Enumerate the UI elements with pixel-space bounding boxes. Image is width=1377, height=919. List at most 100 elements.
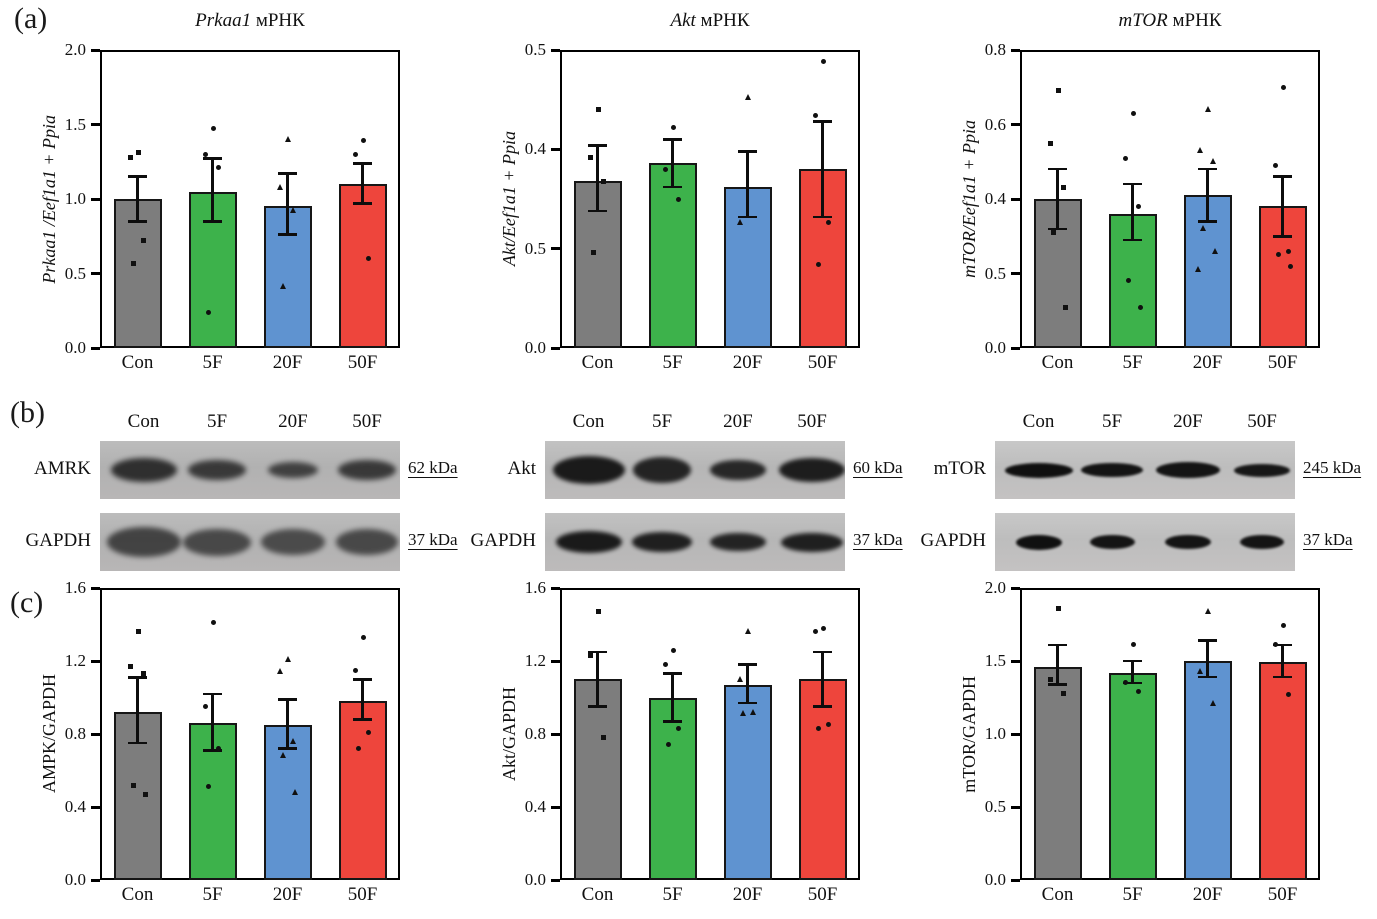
blot-band bbox=[632, 532, 692, 552]
error-bar-cap bbox=[278, 698, 297, 701]
error-bar-cap bbox=[353, 677, 372, 681]
blot-band bbox=[110, 458, 177, 482]
y-tick-label: 0.5 bbox=[64, 263, 86, 283]
error-bar-50f bbox=[821, 651, 824, 707]
y-tick-mark bbox=[91, 659, 100, 663]
y-tick-mark bbox=[1011, 805, 1020, 809]
scatter-point bbox=[353, 151, 358, 157]
x-tick-label-20f: 20F bbox=[272, 352, 303, 373]
scatter-point bbox=[1210, 699, 1216, 706]
chart-title: mTOR мРНК bbox=[1020, 10, 1320, 32]
error-bar-cap bbox=[1198, 639, 1217, 642]
scatter-point bbox=[1205, 607, 1211, 614]
scatter-point bbox=[1048, 140, 1053, 146]
y-tick-mark bbox=[1011, 732, 1020, 736]
bar-5f bbox=[648, 697, 697, 880]
scatter-point bbox=[750, 708, 756, 715]
scatter-point bbox=[290, 207, 296, 214]
error-bar-cap bbox=[1273, 643, 1292, 647]
blot-band bbox=[709, 460, 766, 480]
scatter-point bbox=[1123, 680, 1128, 686]
protein-label-amrk: AMRK bbox=[33, 458, 91, 479]
scatter-point bbox=[671, 124, 676, 130]
scatter-point bbox=[285, 135, 291, 142]
scatter-point bbox=[216, 746, 221, 752]
error-bar-cap bbox=[278, 172, 297, 175]
error-bar-cap bbox=[1123, 659, 1142, 663]
error-bar-cap bbox=[278, 233, 297, 237]
x-tick-label-50f: 50F bbox=[1267, 884, 1298, 905]
bar-50f bbox=[338, 701, 387, 880]
bar-50f bbox=[798, 679, 847, 880]
bar-20f bbox=[263, 206, 312, 348]
bar-20f bbox=[1183, 661, 1232, 880]
error-bar-cap bbox=[663, 719, 682, 723]
error-bar-50f bbox=[1281, 176, 1284, 237]
panel-label-c: (c) bbox=[10, 586, 44, 619]
scatter-point bbox=[813, 113, 818, 119]
blot-band bbox=[338, 460, 396, 480]
scatter-point bbox=[666, 742, 671, 748]
error-bar-cap bbox=[588, 209, 607, 213]
scatter-point bbox=[280, 283, 286, 290]
scatter-point bbox=[277, 183, 283, 190]
scatter-point bbox=[1123, 155, 1128, 161]
scatter-point bbox=[211, 620, 216, 626]
molecular-weight-label: 60 kDa bbox=[853, 458, 903, 477]
scatter-point bbox=[1061, 690, 1066, 696]
scatter-point bbox=[813, 629, 818, 635]
blot-image-gapdh bbox=[545, 513, 845, 571]
y-tick-label: 0.4 bbox=[524, 139, 546, 159]
y-tick-mark bbox=[91, 878, 100, 882]
scatter-point bbox=[1212, 247, 1218, 254]
scatter-point bbox=[290, 737, 296, 744]
error-bar-cap bbox=[588, 650, 607, 654]
error-bar-cap bbox=[663, 185, 682, 189]
x-tick-label-20f: 20F bbox=[1192, 884, 1223, 905]
y-tick-mark bbox=[91, 346, 100, 350]
x-tick-label-20f: 20F bbox=[732, 352, 763, 373]
scatter-point bbox=[1051, 230, 1056, 236]
error-bar-cap bbox=[1048, 643, 1067, 647]
blot-image-gapdh bbox=[995, 513, 1295, 571]
error-bar-con bbox=[596, 651, 599, 707]
error-bar-cap bbox=[1198, 167, 1217, 171]
scatter-point bbox=[128, 663, 133, 669]
scatter-point bbox=[1061, 185, 1066, 191]
protein-label-gapdh: GAPDH bbox=[920, 530, 986, 551]
blot-band bbox=[1240, 535, 1284, 549]
x-tick-label-con: Con bbox=[581, 884, 614, 905]
y-tick-label: 1.5 bbox=[64, 114, 86, 134]
error-bar-cap bbox=[813, 705, 832, 708]
scatter-point bbox=[203, 151, 208, 157]
blot-band bbox=[1234, 463, 1290, 477]
x-tick-label-con: Con bbox=[121, 884, 154, 905]
chart-title-gene: mTOR bbox=[1118, 10, 1168, 31]
error-bar-cap bbox=[128, 175, 147, 178]
scatter-point bbox=[356, 746, 361, 752]
blot-band bbox=[336, 529, 398, 555]
panel-label-b: (b) bbox=[10, 396, 45, 429]
blot-band bbox=[1015, 534, 1062, 550]
blot-band bbox=[779, 458, 845, 482]
molecular-weight-label: 37 kDa bbox=[1303, 530, 1353, 549]
scatter-point bbox=[1131, 110, 1136, 116]
scatter-point bbox=[136, 150, 141, 156]
error-bar-50f bbox=[1281, 644, 1284, 678]
y-tick-label: 0.0 bbox=[64, 870, 86, 889]
bar-con bbox=[1033, 666, 1082, 880]
scatter-point bbox=[1281, 84, 1286, 90]
scatter-point bbox=[676, 726, 681, 732]
y-tick-mark bbox=[551, 732, 560, 736]
y-tick-mark bbox=[91, 123, 100, 126]
scatter-point bbox=[141, 238, 146, 244]
scatter-point bbox=[1276, 252, 1281, 258]
error-bar-cap bbox=[1048, 683, 1067, 686]
error-bar-cap bbox=[203, 749, 222, 752]
scatter-point bbox=[1063, 304, 1068, 310]
chart-mtor-gapdh: mTOR/GAPDH 0.0 0.5 1.0 1.5 2.0 Con 5F 20F 50F bbox=[920, 575, 1377, 919]
chart-title-suffix: мРНК bbox=[251, 10, 305, 31]
y-tick-label: 0.4 bbox=[524, 797, 546, 816]
x-tick-label-5f: 5F bbox=[662, 884, 683, 905]
